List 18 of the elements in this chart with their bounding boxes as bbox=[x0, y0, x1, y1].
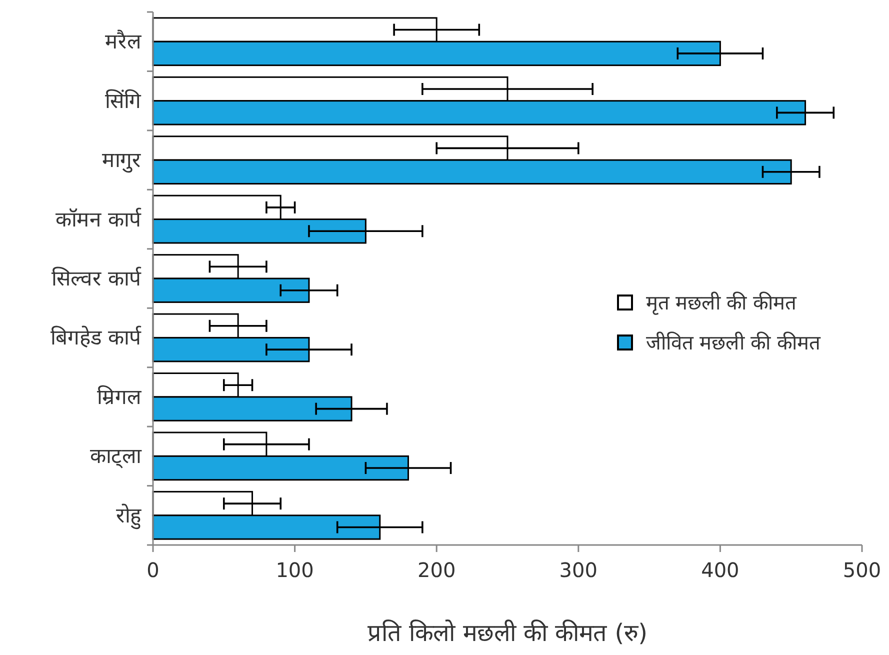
y-tick-label: म्रिगल bbox=[97, 384, 142, 409]
y-tick-label: मरैल bbox=[105, 30, 142, 54]
legend-label: जीवित मछली की कीमत bbox=[646, 330, 822, 354]
x-tick-label: 300 bbox=[559, 558, 598, 582]
y-tick-label: काट्ला bbox=[90, 444, 142, 470]
legend-label: मृत मछली की कीमत bbox=[646, 290, 798, 316]
x-axis-title: प्रति किलो मछली की कीमत (रु) bbox=[368, 619, 648, 647]
x-tick-label: 0 bbox=[146, 558, 160, 582]
y-tick-label: सिल्वर कार्प bbox=[51, 266, 142, 290]
y-tick-label: मागुर bbox=[102, 148, 141, 174]
y-tick-label: रोहु bbox=[116, 503, 142, 530]
y-tick-label: कॉमन कार्प bbox=[55, 207, 142, 232]
x-tick-label: 100 bbox=[276, 558, 314, 582]
x-tick-label: 400 bbox=[701, 558, 740, 582]
x-tick-label: 200 bbox=[418, 558, 456, 582]
y-tick-label: बिगहेड कार्प bbox=[50, 326, 142, 350]
y-tick-label: सिंगि bbox=[105, 88, 142, 113]
x-tick-label: 500 bbox=[842, 558, 882, 582]
